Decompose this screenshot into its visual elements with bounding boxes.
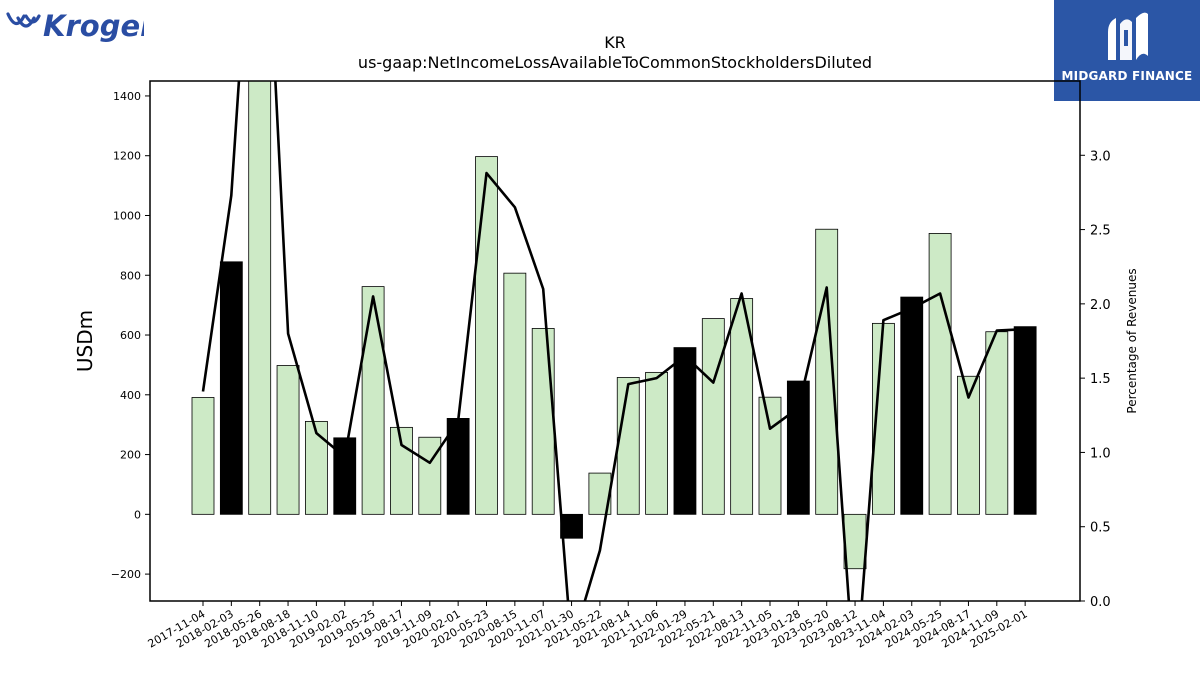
bar — [248, 81, 272, 515]
y-tick-label: 400 — [120, 389, 141, 402]
y2-tick-label: 2.5 — [1090, 224, 1111, 239]
bar — [418, 436, 442, 515]
bar — [276, 365, 300, 515]
bar — [475, 156, 498, 515]
y-axis-label: USDm — [73, 310, 97, 372]
plot-area: −200 0 200 400 600 800 1000 1200 1400 0.0 0.5 1.0 1.… — [111, 80, 1111, 651]
percentage-line — [201, 81, 1026, 601]
bar — [333, 437, 357, 515]
midgard-wordmark: MIDGARD FINANCE — [1061, 69, 1193, 83]
bar — [531, 328, 555, 515]
midgard-finance-logo: MIDGARD FINANCE — [1054, 0, 1200, 101]
y-tick-label: 1400 — [113, 90, 141, 103]
kroger-wordmark: Kroger — [43, 9, 144, 43]
bar — [815, 228, 839, 515]
bar — [928, 233, 952, 515]
bar-series — [191, 81, 1037, 570]
y-tick-label: 800 — [120, 269, 141, 282]
bar — [503, 272, 527, 515]
y2-tick-label: 2.0 — [1090, 298, 1111, 313]
chart-title: KR — [604, 33, 626, 52]
chart-subtitle: us-gaap:NetIncomeLossAvailableToCommonSt… — [358, 53, 872, 72]
y-tick-label: 600 — [120, 329, 141, 342]
y-tick-label: −200 — [111, 568, 141, 581]
bar — [900, 296, 924, 515]
bar — [645, 371, 668, 515]
y-tick-label: 1200 — [113, 150, 141, 163]
y-tick-label: 200 — [120, 449, 141, 462]
bar — [1013, 326, 1037, 515]
bar — [560, 513, 583, 539]
midgard-mark-icon — [1108, 12, 1148, 61]
bar — [304, 420, 328, 515]
bar — [673, 347, 697, 515]
bar — [957, 375, 980, 515]
y2-tick-label: 0.5 — [1090, 521, 1111, 536]
kroger-mark-icon — [6, 12, 41, 28]
bar — [701, 318, 725, 515]
y2-tick-label: 1.0 — [1090, 446, 1111, 461]
bar — [758, 396, 782, 515]
bar — [191, 397, 215, 515]
bar — [219, 261, 243, 515]
y2-tick-label: 1.5 — [1090, 372, 1111, 387]
bar — [616, 377, 640, 515]
bar — [786, 380, 810, 515]
y-tick-label: 0 — [134, 508, 141, 521]
y2-tick-label: 0.0 — [1090, 595, 1111, 610]
bar — [843, 513, 867, 570]
y2-tick-label: 3.0 — [1090, 149, 1111, 164]
kroger-logo: Kroger — [4, 2, 156, 58]
bar — [361, 286, 385, 515]
y2-axis-label: Percentage of Revenues — [1125, 268, 1139, 413]
plot-frame — [149, 80, 1081, 602]
bar — [985, 331, 1009, 515]
y-tick-label: 1000 — [113, 209, 141, 222]
